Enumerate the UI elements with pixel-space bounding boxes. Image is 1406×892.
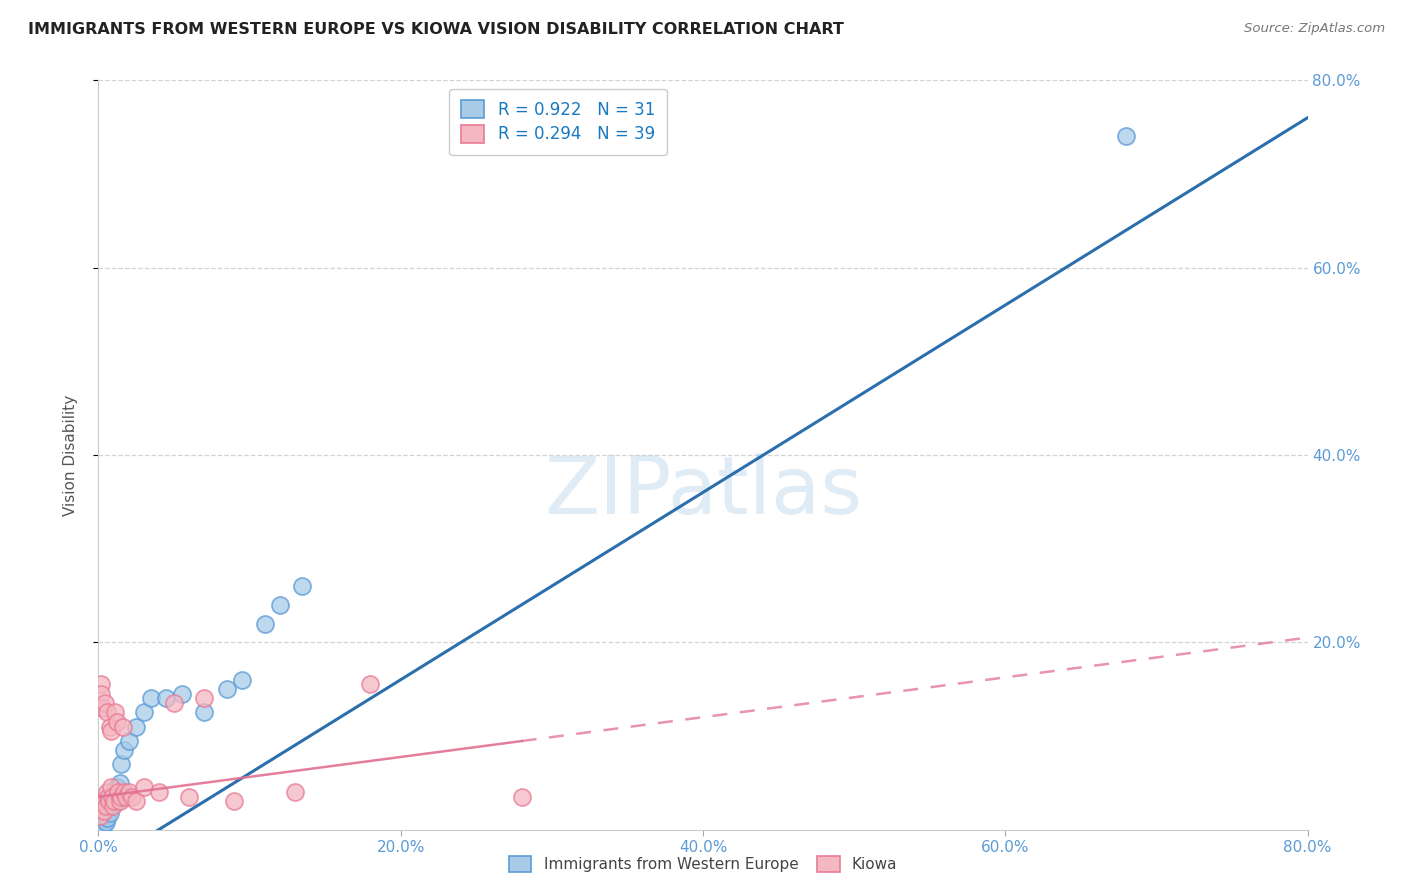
Point	[284, 785, 307, 799]
Point	[360, 677, 382, 691]
Point	[112, 743, 135, 757]
Text: Source: ZipAtlas.com: Source: ZipAtlas.com	[1244, 22, 1385, 36]
Legend: Immigrants from Western Europe, Kiowa: Immigrants from Western Europe, Kiowa	[501, 848, 905, 880]
Point	[269, 598, 291, 612]
Point	[96, 785, 118, 799]
Point	[91, 799, 114, 814]
Point	[125, 719, 148, 733]
Point	[141, 691, 163, 706]
Point	[108, 795, 131, 809]
Point	[94, 799, 117, 814]
Point	[96, 706, 118, 720]
Point	[114, 789, 136, 804]
Point	[103, 785, 125, 799]
Point	[100, 780, 122, 795]
Point	[104, 706, 127, 720]
Point	[93, 804, 115, 818]
Point	[94, 815, 117, 830]
Point	[148, 785, 170, 799]
Point	[93, 795, 115, 809]
Point	[91, 814, 114, 828]
Point	[118, 733, 141, 747]
Point	[163, 696, 186, 710]
Point	[100, 724, 122, 739]
Point	[105, 714, 128, 729]
Point	[155, 691, 177, 706]
Point	[179, 789, 201, 804]
Point	[98, 719, 121, 733]
Point	[93, 808, 115, 822]
Point	[253, 616, 276, 631]
Point	[96, 811, 118, 825]
Point	[1115, 129, 1137, 144]
Point	[100, 799, 122, 814]
Point	[89, 808, 111, 822]
Point	[110, 789, 132, 804]
Point	[96, 804, 118, 818]
Point	[118, 785, 141, 799]
Point	[98, 795, 121, 809]
Point	[231, 673, 253, 687]
Point	[107, 785, 129, 799]
Point	[97, 789, 120, 804]
Point	[215, 682, 238, 697]
Point	[98, 805, 121, 820]
Point	[91, 701, 114, 715]
Point	[103, 795, 125, 809]
Point	[121, 789, 143, 804]
Point	[107, 792, 129, 806]
Point	[125, 795, 148, 809]
Legend: R = 0.922   N = 31, R = 0.294   N = 39: R = 0.922 N = 31, R = 0.294 N = 39	[449, 88, 666, 155]
Text: ZIPatlas: ZIPatlas	[544, 453, 862, 532]
Point	[132, 706, 155, 720]
Point	[101, 789, 124, 804]
Point	[108, 776, 131, 790]
Point	[110, 756, 132, 771]
Y-axis label: Vision Disability: Vision Disability	[63, 394, 77, 516]
Point	[105, 780, 128, 795]
Point	[101, 799, 124, 814]
Point	[90, 687, 112, 701]
Point	[111, 719, 134, 733]
Point	[510, 789, 533, 804]
Point	[170, 687, 193, 701]
Point	[132, 780, 155, 795]
Point	[94, 696, 117, 710]
Point	[104, 797, 127, 811]
Point	[90, 677, 112, 691]
Point	[193, 691, 215, 706]
Point	[101, 789, 124, 804]
Text: IMMIGRANTS FROM WESTERN EUROPE VS KIOWA VISION DISABILITY CORRELATION CHART: IMMIGRANTS FROM WESTERN EUROPE VS KIOWA …	[28, 22, 844, 37]
Point	[90, 818, 112, 832]
Point	[91, 820, 114, 834]
Point	[112, 785, 135, 799]
Point	[98, 795, 121, 809]
Point	[291, 579, 314, 593]
Point	[193, 706, 215, 720]
Point	[224, 795, 246, 809]
